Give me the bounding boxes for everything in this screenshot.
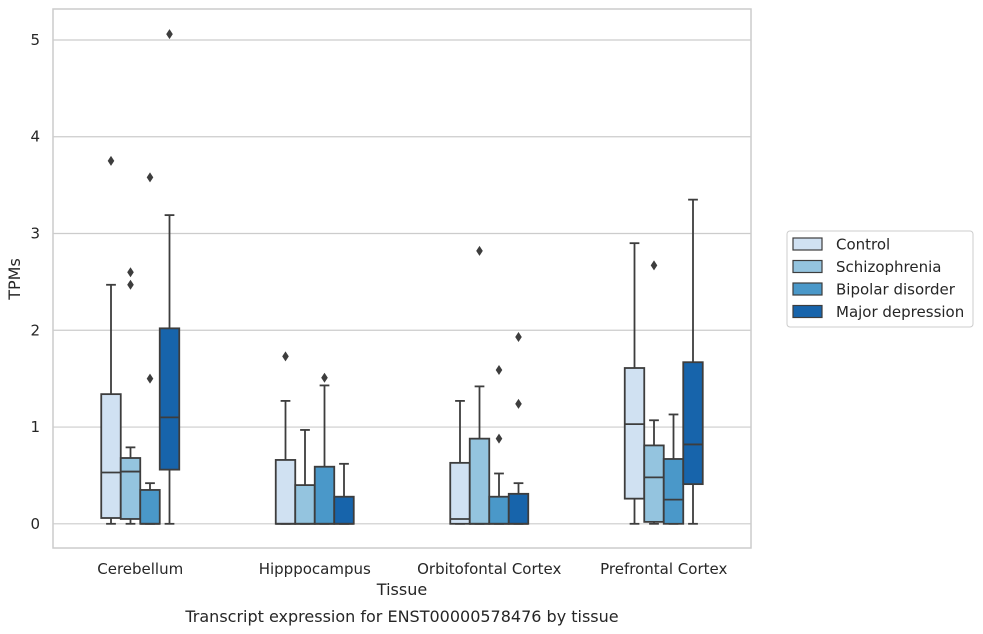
legend: Control Schizophrenia Bipolar disorder Majo… <box>786 230 974 328</box>
x-tick-label: Prefrontal Cortex <box>600 560 727 578</box>
box-group <box>158 29 181 525</box>
outlier-point <box>476 245 483 256</box>
x-tick-labels: Cerebellum Hipppocampus Orbitofontal Corte… <box>97 560 727 578</box>
box-group <box>139 172 161 525</box>
y-tick-labels: 0 1 2 3 4 5 <box>30 31 40 533</box>
box <box>682 361 704 486</box>
legend-frame <box>786 230 974 328</box>
box <box>488 495 510 525</box>
outlier-point <box>515 332 522 343</box>
outlier-point <box>321 372 328 383</box>
y-tick-label: 1 <box>30 418 40 436</box>
outlier-point <box>495 433 503 444</box>
legend-swatch <box>792 259 823 274</box>
box-group <box>507 332 530 525</box>
y-tick-label: 4 <box>30 128 40 146</box>
legend-label: Major depression <box>836 303 964 321</box>
box-group <box>449 400 471 525</box>
box <box>139 489 161 525</box>
box <box>100 393 122 519</box>
box <box>274 459 297 525</box>
box <box>294 484 316 525</box>
legend-label: Schizophrenia <box>836 258 941 276</box>
box-group <box>662 413 685 525</box>
box <box>333 495 355 525</box>
box <box>158 327 181 471</box>
box <box>662 458 685 525</box>
legend-swatch <box>792 304 823 319</box>
outlier-point <box>515 398 522 409</box>
box-group <box>274 351 297 525</box>
box <box>313 465 336 525</box>
outlier-point <box>495 364 503 375</box>
box-group <box>468 245 491 525</box>
box-group <box>682 198 704 525</box>
legend-swatch <box>792 237 823 251</box>
x-tick-label: Cerebellum <box>97 560 183 578</box>
y-tick-label: 5 <box>30 31 40 49</box>
legend-swatch <box>792 282 823 296</box>
outlier-point <box>146 373 154 384</box>
box <box>623 367 646 500</box>
y-tick-label: 2 <box>30 321 40 339</box>
box <box>468 437 491 525</box>
box <box>449 461 471 525</box>
box <box>507 492 530 525</box>
y-tick-label: 0 <box>30 515 40 533</box>
legend-label: Control <box>836 236 890 254</box>
chart-caption: Transcript expression for ENST0000057847… <box>184 607 618 626</box>
outlier-point <box>107 155 115 166</box>
box-group <box>623 242 646 525</box>
x-tick-label: Orbitofontal Cortex <box>417 560 561 578</box>
legend-label: Bipolar disorder <box>836 281 956 299</box>
outlier-point <box>127 279 134 290</box>
box-group <box>119 267 142 525</box>
box <box>119 457 142 520</box>
x-axis-title: Tissue <box>376 580 427 599</box>
outlier-point <box>127 267 134 278</box>
box-group <box>333 462 355 525</box>
outlier-point <box>166 29 173 40</box>
outlier-point <box>146 172 154 183</box>
boxes <box>100 29 704 525</box>
x-tick-label: Hipppocampus <box>259 560 371 578</box>
box-group <box>313 372 336 525</box>
box-group <box>294 429 316 525</box>
plot-frame <box>52 8 752 549</box>
box-group <box>100 155 122 525</box>
box-group <box>643 260 665 525</box>
outlier-point <box>650 260 658 271</box>
y-axis-title: TPMs <box>5 258 24 301</box>
y-tick-label: 3 <box>30 225 40 243</box>
box <box>643 444 665 523</box>
outlier-point <box>282 351 289 362</box>
box-group <box>488 364 510 525</box>
